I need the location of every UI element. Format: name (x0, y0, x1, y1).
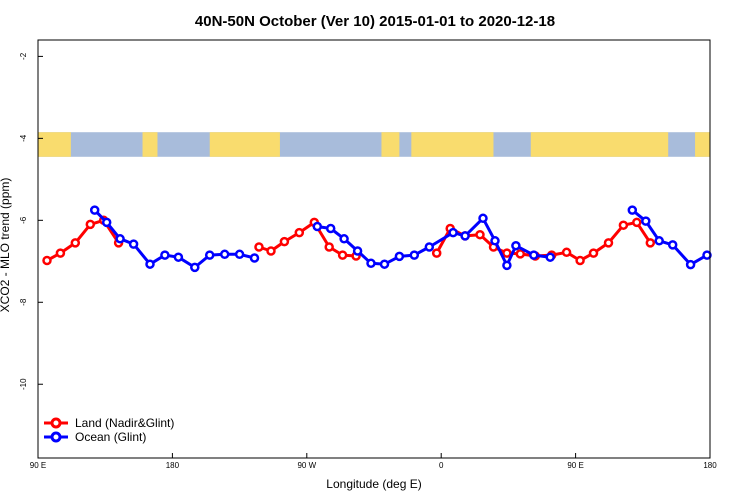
map-land-6 (695, 132, 710, 157)
series-1-point-2-4 (685, 259, 696, 270)
x-tick-label-2: 90 W (297, 461, 316, 470)
series-0-point-0-1 (55, 248, 66, 258)
series-1-point-1-13 (502, 260, 512, 271)
series-1-point-0-10 (234, 249, 245, 260)
map-land-5 (530, 132, 669, 157)
series-1-point-0-3 (128, 239, 139, 249)
series-1-point-1-1 (325, 223, 336, 234)
series-1-point-2-2 (654, 236, 664, 246)
x-axis: 90 E 180 90 W 0 90 E 180 (30, 453, 717, 470)
series-1-point-1-4 (366, 258, 376, 269)
series-1-point-2-1 (641, 216, 651, 226)
legend-label-ocean: Ocean (Glint) (75, 430, 146, 444)
series-0-point-1-5 (324, 242, 334, 252)
x-axis-label: Longitude (deg E) (326, 477, 421, 491)
map-land-3 (381, 132, 400, 157)
series-0-point-2-10 (575, 255, 585, 266)
series-1-point-0-4 (145, 259, 155, 269)
y-tick-label-4: -10 (19, 378, 28, 390)
series-1-point-1-15 (529, 250, 539, 260)
series-1-point-1-0 (312, 221, 323, 232)
series-0-point-2-15 (645, 238, 656, 248)
series-0-point-2-0 (431, 248, 442, 258)
chart-title: 40N-50N October (Ver 10) 2015-01-01 to 2… (195, 13, 555, 30)
series-0-point-1-2 (279, 236, 290, 247)
series-layer (42, 205, 712, 273)
series-1-point-0-11 (249, 253, 260, 263)
map-land-4 (411, 132, 494, 157)
series-1-point-0-2 (115, 234, 125, 244)
map-land-1 (142, 132, 158, 157)
series-1-point-2-3 (667, 240, 678, 250)
legend-marker-land (50, 417, 62, 429)
series-0-point-1-3 (294, 227, 305, 238)
series-1-point-1-12 (490, 236, 500, 246)
y-tick-label-2: -6 (19, 216, 28, 224)
series-1-point-0-8 (204, 250, 215, 260)
series-1-point-0-6 (173, 252, 184, 262)
series-1-point-2-5 (702, 250, 712, 260)
series-0-line-2 (435, 220, 652, 262)
series-1-point-1-9 (448, 227, 458, 238)
series-1-point-2-0 (627, 205, 638, 215)
map-land-0 (38, 132, 71, 157)
series-1-point-0-1 (101, 217, 112, 228)
map-land-2 (209, 132, 280, 157)
series-1-point-1-6 (394, 251, 405, 262)
series-0-point-1-0 (254, 242, 264, 252)
y-tick-label-3: -8 (19, 298, 28, 306)
series-0-point-2-14 (632, 217, 642, 228)
legend: Land (Nadir&Glint) Ocean (Glint) (44, 416, 174, 444)
x-tick-label-1: 180 (166, 461, 180, 470)
series-1-point-0-7 (190, 262, 200, 273)
plot-frame (37, 39, 711, 459)
series-0-point-2-13 (618, 220, 629, 230)
series-1-point-1-11 (478, 213, 488, 224)
series-0-point-2-11 (588, 248, 599, 258)
y-tick-label-1: -4 (19, 134, 28, 142)
legend-marker-ocean (50, 431, 62, 443)
series-0-point-0-2 (70, 238, 81, 248)
x-tick-label-5: 180 (703, 461, 717, 470)
series-1-point-0-9 (219, 249, 230, 260)
series-0-point-0-0 (42, 255, 52, 266)
series-0-point-2-6 (515, 249, 526, 259)
series-1-point-1-16 (545, 252, 555, 262)
series-1-point-1-3 (352, 246, 363, 256)
x-tick-label-0: 90 E (30, 461, 46, 470)
series-1-point-1-14 (511, 240, 521, 251)
y-tick-label-0: -2 (19, 52, 28, 60)
legend-label-land: Land (Nadir&Glint) (75, 416, 174, 430)
series-0-point-1-6 (337, 250, 348, 260)
x-tick-label-3: 0 (439, 461, 444, 470)
series-0-point-1-1 (266, 246, 276, 256)
series-1-point-1-5 (379, 259, 390, 269)
x-tick-label-4: 90 E (567, 461, 583, 470)
series-1-point-1-7 (409, 250, 420, 260)
series-0-point-2-9 (561, 247, 572, 258)
series-1-point-1-10 (460, 231, 470, 241)
series-1-point-1-2 (339, 234, 349, 244)
series-1-point-0-5 (160, 250, 170, 260)
y-axis: -2 -4 -6 -8 -10 (19, 52, 43, 390)
series-1-point-1-8 (424, 242, 435, 252)
series-0-point-2-5 (502, 248, 512, 258)
series-1 (89, 205, 712, 273)
series-0-point-2-3 (475, 229, 485, 240)
series-0-point-0-3 (85, 219, 96, 230)
series-1-point-0-0 (89, 205, 100, 215)
y-axis-label: XCO2 - MLO trend (ppm) (0, 178, 12, 313)
world-map-band (38, 132, 710, 157)
series-0-point-2-12 (603, 238, 614, 248)
